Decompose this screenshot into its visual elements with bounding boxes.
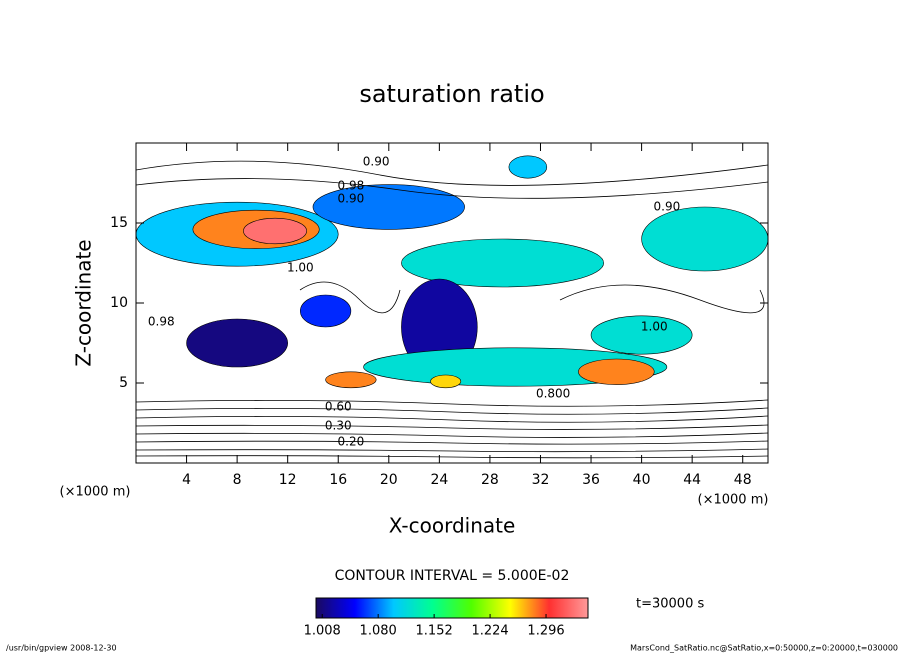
contour-label: 0.20: [338, 435, 365, 449]
colorbar: [315, 597, 589, 619]
field: [136, 155, 768, 389]
footer-right: MarsCond_SatRatio.nc@SatRatio,x=0:50000,…: [630, 644, 898, 653]
contour-label: 0.800: [536, 387, 570, 401]
y-unit: (×1000 m): [60, 485, 131, 500]
x-tick-label: 16: [329, 472, 347, 488]
x-unit: (×1000 m): [698, 493, 769, 508]
x-tick-label: 48: [734, 472, 752, 488]
lower-contours: [135, 160, 769, 459]
colorbar-tick-label: 1.080: [360, 624, 397, 639]
filled-region: [186, 318, 288, 368]
filled-region: [300, 294, 352, 328]
y-tick-label: 5: [119, 375, 128, 391]
chart-title: saturation ratio: [359, 80, 544, 108]
filled-region: [243, 217, 307, 245]
y-tick-label: 10: [110, 295, 128, 311]
contour-label: 0.98: [338, 179, 365, 193]
footer-left: /usr/bin/gpview 2008-12-30: [6, 644, 117, 653]
filled-region: [508, 155, 548, 179]
x-tick-label: 12: [279, 472, 297, 488]
colorbar-tick-label: 1.296: [527, 624, 564, 639]
contour-label: 0.30: [325, 419, 352, 433]
x-tick-label: 28: [481, 472, 499, 488]
filled-region: [430, 374, 462, 389]
filled-region: [590, 315, 693, 355]
filled-region: [641, 206, 768, 272]
time-label: t=30000 s: [636, 597, 704, 612]
x-tick-label: 40: [633, 472, 651, 488]
colorbar-tick-label: 1.152: [416, 624, 453, 639]
contour-label: 1.00: [287, 260, 314, 274]
y-axis-label: Z-coordinate: [72, 239, 96, 366]
filled-region: [312, 184, 465, 230]
filled-region: [401, 238, 604, 288]
x-tick-label: 20: [380, 472, 398, 488]
x-tick-label: 36: [582, 472, 600, 488]
contour-label: 0.90: [654, 200, 681, 214]
x-axis-label: X-coordinate: [389, 514, 516, 538]
x-tick-label: 44: [683, 472, 701, 488]
contour-label: 0.90: [363, 155, 390, 169]
y-tick-label: 15: [110, 215, 128, 231]
colorbar-tick-label: 1.008: [304, 624, 341, 639]
contour-label: 0.60: [325, 400, 352, 414]
contour-interval: CONTOUR INTERVAL = 5.000E-02: [335, 568, 570, 584]
x-tick-label: 24: [430, 472, 448, 488]
contour-label: 1.00: [641, 320, 668, 334]
x-tick-label: 4: [182, 472, 191, 488]
filled-region: [578, 358, 655, 385]
contour-label: 0.90: [338, 192, 365, 206]
x-tick-label: 8: [233, 472, 242, 488]
contour-label: 0.98: [148, 315, 175, 329]
x-tick-label: 32: [532, 472, 550, 488]
colorbar-tick-label: 1.224: [471, 624, 508, 639]
filled-region: [325, 371, 377, 389]
